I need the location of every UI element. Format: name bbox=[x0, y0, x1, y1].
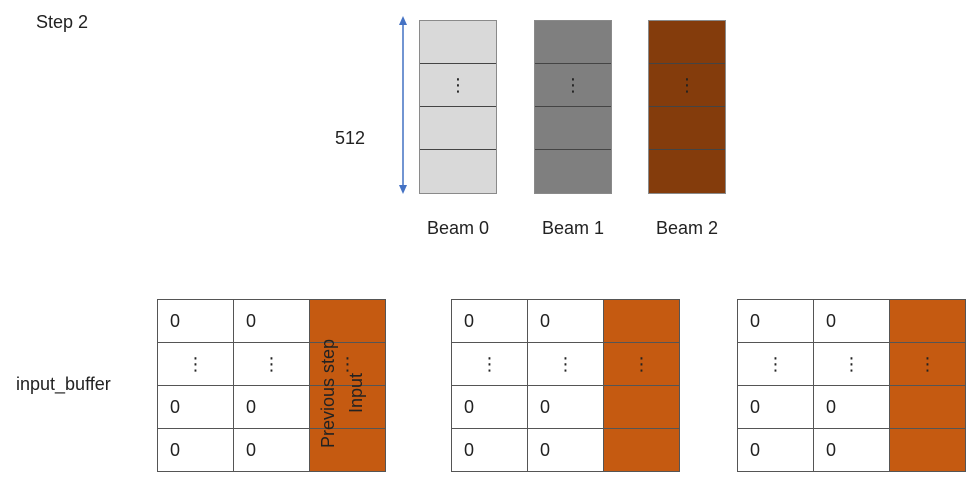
beam-0-ellipsis: ⋮ bbox=[420, 64, 496, 107]
beam-1-ellipsis: ⋮ bbox=[535, 64, 611, 107]
beam-0-label: Beam 0 bbox=[426, 218, 490, 238]
buffer-highlight-cell bbox=[309, 299, 386, 343]
annotation-line-2: Input bbox=[346, 372, 366, 414]
buffer-highlight-cell bbox=[603, 428, 680, 472]
buffer-cell: 0 bbox=[527, 428, 604, 472]
buffer-ellipsis: ⋮ bbox=[813, 342, 890, 386]
buffer-cell: 0 bbox=[813, 428, 890, 472]
beam-2-label: Beam 2 bbox=[655, 218, 719, 238]
buffer-ellipsis: ⋮ bbox=[527, 342, 604, 386]
input-buffer-label: input_buffer bbox=[16, 374, 111, 394]
buffer-cell: 0 bbox=[233, 299, 310, 343]
beam-1-stack: ⋮ bbox=[534, 20, 612, 194]
buffer-cell: 0 bbox=[813, 299, 890, 343]
buffer-cell: 0 bbox=[527, 385, 604, 429]
buffer-cell: 0 bbox=[451, 299, 528, 343]
buffer-cell: 0 bbox=[737, 385, 814, 429]
buffer-cell: 0 bbox=[451, 385, 528, 429]
annotation-line-1: Previous step bbox=[318, 338, 338, 448]
buffer-highlight-cell bbox=[889, 428, 966, 472]
buffer-cell: 0 bbox=[157, 385, 234, 429]
beam-2-stack: ⋮ bbox=[648, 20, 726, 194]
buffer-highlight-cell bbox=[889, 299, 966, 343]
buffer-highlight-ellipsis: ⋮ bbox=[603, 342, 680, 386]
buffer-highlight-cell bbox=[603, 385, 680, 429]
buffer-ellipsis: ⋮ bbox=[451, 342, 528, 386]
buffer-cell: 0 bbox=[233, 428, 310, 472]
buffer-ellipsis: ⋮ bbox=[157, 342, 234, 386]
buffer-cell: 0 bbox=[737, 428, 814, 472]
previous-step-input-annotation: Previous step Input bbox=[314, 318, 370, 468]
buffer-cell: 0 bbox=[813, 385, 890, 429]
step-label: Step 2 bbox=[36, 12, 89, 32]
beam-1-label: Beam 1 bbox=[541, 218, 605, 238]
dimension-arrow bbox=[399, 16, 407, 194]
buffer-cell: 0 bbox=[157, 428, 234, 472]
buffer-highlight-cell bbox=[889, 385, 966, 429]
buffer-cell: 0 bbox=[233, 385, 310, 429]
buffer-highlight-cell bbox=[603, 299, 680, 343]
beam-2-ellipsis: ⋮ bbox=[649, 64, 725, 107]
buffer-highlight-cell bbox=[309, 385, 386, 429]
buffer-cell: 0 bbox=[737, 299, 814, 343]
buffer-cell: 0 bbox=[157, 299, 234, 343]
beam-0-stack: ⋮ bbox=[419, 20, 497, 194]
buffer-cell: 0 bbox=[527, 299, 604, 343]
buffer-highlight-ellipsis: ⋮ bbox=[889, 342, 966, 386]
buffer-ellipsis: ⋮ bbox=[233, 342, 310, 386]
buffer-ellipsis: ⋮ bbox=[737, 342, 814, 386]
buffer-cell: 0 bbox=[451, 428, 528, 472]
buffer-highlight-cell bbox=[309, 428, 386, 472]
dimension-label: 512 bbox=[335, 128, 366, 148]
